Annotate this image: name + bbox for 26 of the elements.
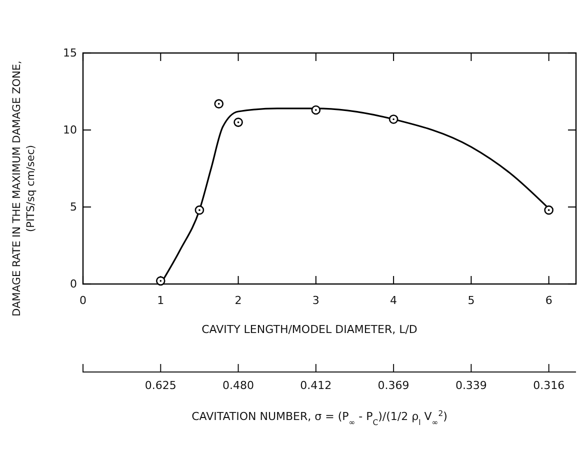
y-tick-label: 15 (63, 46, 77, 60)
y-axis-title: DAMAGE RATE IN THE MAXIMUM DAMAGE ZONE, (PITS/sq cm/sec) (11, 60, 37, 316)
point (214, 99, 224, 108)
annotation: 0.339 (455, 379, 487, 392)
annotation: 0.480 (222, 379, 254, 392)
x-tick-label: 1 (157, 294, 164, 307)
point (234, 118, 243, 127)
x-tick-label: 4 (390, 294, 398, 307)
y-tick-label: 5 (70, 200, 77, 214)
x-axis-title: CAVITY LENGTH/MODEL DIAMETER, L/D (202, 323, 418, 336)
annotation: 0.412 (300, 379, 332, 392)
y-tick-label: 10 (63, 124, 77, 137)
x-tick-label: 3 (312, 294, 320, 307)
point (544, 205, 554, 215)
annotation: 0.625 (144, 379, 176, 392)
x-tick-label: 0 (80, 294, 86, 307)
annotation: 0.316 (533, 379, 565, 392)
x-tick-label: 2 (234, 294, 242, 307)
x-tick-label: 6 (545, 294, 552, 307)
point (388, 114, 398, 124)
text: CAVITATION NUMBER, σ = (P$_{∞}$ - P$_{C}$)/(1/2 ρ$_{l}$ V$_{∞}$$^{2}$) (192, 408, 448, 426)
point (194, 205, 204, 215)
annotation: 0.369 (378, 379, 410, 392)
x-tick-label: 5 (468, 294, 475, 307)
point (311, 105, 321, 115)
y-tick-label: 0 (70, 278, 77, 291)
